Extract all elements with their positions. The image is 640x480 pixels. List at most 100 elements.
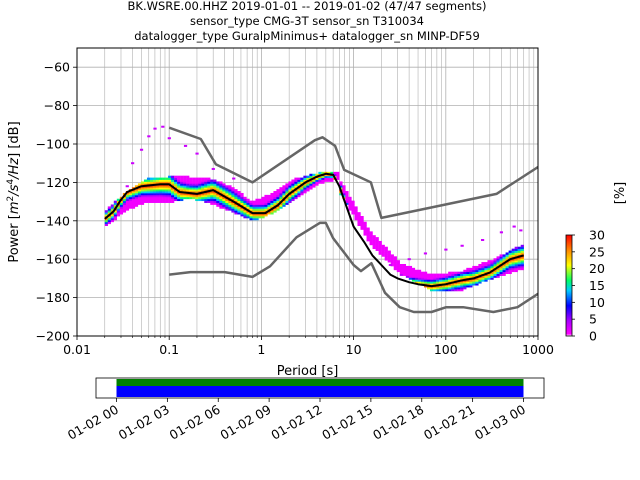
heatmap-cell: [183, 194, 187, 198]
heatmap-cell: [228, 208, 232, 211]
heatmap-cell: [116, 214, 121, 217]
heatmap-cell: [243, 202, 247, 205]
heatmap-cell: [351, 206, 355, 209]
heatmap-cell: [342, 192, 346, 196]
heatmap-cell: [189, 185, 193, 188]
heatmap-cell: [267, 208, 271, 211]
heatmap-cell: [469, 279, 473, 282]
heatmap-cell: [171, 177, 175, 180]
heatmap-cell: [116, 204, 121, 207]
heatmap-cell: [152, 191, 157, 194]
heatmap-outlier-cell: [195, 152, 199, 155]
heatmap-cell: [499, 267, 503, 271]
heatmap-cell: [270, 194, 274, 198]
heatmap-cell: [171, 179, 175, 182]
heatmap-cell: [276, 196, 280, 200]
heatmap-cell: [177, 179, 181, 182]
heatmap-cell: [360, 217, 364, 221]
heatmap-cell: [430, 279, 434, 282]
heatmap-cell: [183, 177, 187, 180]
heatmap-cell: [288, 200, 292, 203]
heatmap-cell: [162, 196, 166, 200]
heatmap-cell: [131, 192, 136, 196]
heatmap-cell: [366, 239, 370, 242]
heatmap-cell: [149, 189, 154, 192]
heatmap-cell: [222, 202, 226, 205]
heatmap-cell: [294, 177, 298, 180]
heatmap-cell: [514, 252, 518, 255]
heatmap-cell: [339, 185, 343, 188]
heatmap-cell: [201, 196, 205, 200]
heatmap-cell: [472, 281, 476, 284]
heatmap-cell: [508, 264, 512, 267]
heatmap-cell: [210, 196, 214, 200]
heatmap-cell: [408, 271, 413, 274]
heatmap-cell: [171, 181, 175, 184]
heatmap-cell: [490, 273, 494, 276]
heatmap-cell: [216, 183, 220, 186]
heatmap-cell: [134, 194, 139, 198]
heatmap-cell: [288, 189, 292, 192]
heatmap-cell: [405, 269, 410, 273]
heatmap-cell: [165, 200, 169, 203]
heatmap-cell: [463, 275, 467, 278]
heatmap-cell: [219, 200, 223, 203]
heatmap-cell: [505, 256, 509, 259]
heatmap-cell: [228, 204, 232, 207]
heatmap-cell: [466, 267, 470, 271]
heatmap-cell: [433, 287, 437, 290]
heatmap-cell: [146, 191, 151, 194]
title-line-1: sensor_type CMG-3T sensor_sn T310034: [190, 14, 424, 28]
heatmap-cell: [393, 260, 397, 263]
heatmap-cell: [198, 179, 202, 182]
heatmap-cell: [249, 204, 253, 207]
heatmap-cell: [345, 191, 349, 194]
heatmap-cell: [149, 194, 154, 198]
heatmap-cell: [255, 198, 259, 202]
heatmap-cell: [192, 189, 196, 192]
heatmap-cell: [234, 198, 238, 202]
heatmap-cell: [177, 177, 181, 180]
heatmap-cell: [201, 189, 205, 192]
heatmap-cell: [270, 200, 274, 203]
heatmap-cell: [493, 262, 497, 265]
heatmap-cell: [180, 175, 184, 178]
heatmap-cell: [201, 187, 205, 190]
heatmap-cell: [454, 273, 458, 276]
heatmap-cell: [375, 242, 379, 246]
heatmap-cell: [417, 273, 422, 276]
heatmap-cell: [393, 264, 397, 267]
heatmap-cell: [363, 233, 367, 236]
heatmap-cell: [174, 181, 178, 184]
heatmap-cell: [183, 185, 187, 188]
heatmap-cell: [451, 279, 455, 282]
x-tick-label: 1000: [522, 342, 554, 357]
colorbar-scale: [565, 234, 573, 337]
heatmap-cell: [354, 214, 358, 217]
heatmap-cell: [309, 181, 313, 184]
heatmap-cell: [324, 177, 328, 180]
heatmap-cell: [204, 198, 208, 202]
heatmap-cell: [177, 175, 181, 178]
heatmap-cell: [210, 183, 214, 186]
heatmap-cell: [426, 275, 431, 278]
heatmap-cell: [439, 285, 443, 288]
heatmap-cell: [520, 264, 524, 267]
heatmap-cell: [246, 214, 250, 217]
heatmap-cell: [466, 273, 470, 276]
heatmap-cell: [460, 287, 464, 290]
heatmap-cell: [252, 202, 256, 205]
heatmap-cell: [481, 264, 485, 267]
heatmap-cell: [318, 181, 322, 184]
heatmap-cell: [490, 264, 494, 267]
heatmap-cell: [414, 275, 419, 278]
x-tick-label: 0.1: [159, 342, 179, 357]
heatmap-cell: [180, 183, 184, 186]
heatmap-cell: [258, 198, 262, 202]
heatmap-cell: [186, 181, 190, 184]
heatmap-cell: [502, 256, 506, 259]
heatmap-cell: [122, 198, 127, 202]
heatmap-cell: [125, 192, 130, 196]
heatmap-cell: [520, 262, 524, 265]
